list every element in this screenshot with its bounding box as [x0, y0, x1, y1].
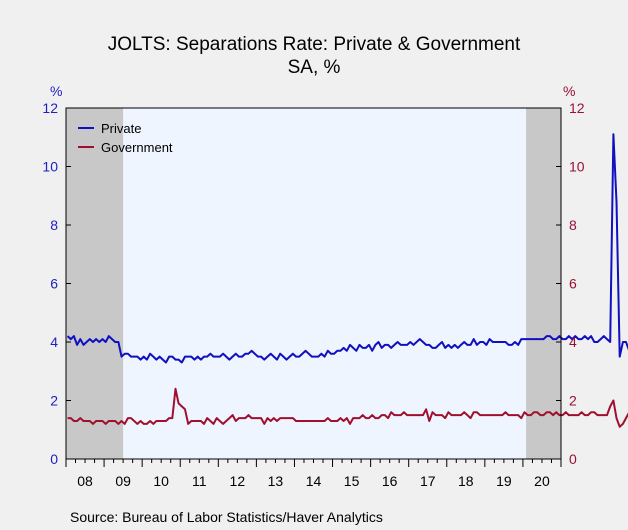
legend: Private Government — [78, 121, 173, 155]
right-y-tick-label: 12 — [569, 100, 585, 116]
recession-band-0 — [66, 108, 124, 459]
left-y-tick-label: 8 — [50, 217, 58, 233]
x-tick-label: 10 — [153, 473, 169, 489]
x-tick-label: 11 — [192, 473, 207, 489]
x-tick-label: 16 — [382, 473, 398, 489]
recession-band-1 — [526, 108, 561, 459]
x-tick-label: 12 — [230, 473, 246, 489]
left-y-tick-label: 12 — [42, 100, 58, 116]
right-y-tick-label: 4 — [569, 334, 577, 350]
x-tick-label: 14 — [306, 473, 322, 489]
left-y-axis: 0 2 4 6 8 10 12 — [42, 100, 71, 467]
series-line-private — [66, 133, 628, 364]
x-tick-label: 08 — [77, 473, 93, 489]
right-y-tick-label: 8 — [569, 217, 577, 233]
series-group — [66, 133, 628, 428]
right-axis-unit-label: % — [563, 83, 575, 99]
plot-area — [66, 108, 561, 459]
right-y-tick-label: 10 — [569, 159, 585, 175]
x-tick-label: 09 — [115, 473, 131, 489]
source-note: Source: Bureau of Labor Statistics/Haver… — [70, 509, 383, 525]
series-line-government — [67, 387, 628, 428]
x-axis: 08 09 10 11 12 13 14 15 16 17 18 19 20 — [65, 459, 562, 489]
x-tick-label: 20 — [534, 473, 550, 489]
left-y-tick-label: 2 — [50, 393, 58, 409]
right-y-axis: 0 2 4 6 8 10 12 — [556, 100, 585, 467]
legend-label-private: Private — [101, 121, 141, 136]
left-axis-unit-label: % — [50, 83, 62, 99]
right-y-tick-label: 6 — [569, 276, 577, 292]
right-y-tick-label: 2 — [569, 393, 577, 409]
x-tick-label: 15 — [344, 473, 360, 489]
x-tick-label: 13 — [268, 473, 284, 489]
left-y-tick-label: 0 — [50, 451, 58, 467]
left-y-tick-label: 10 — [42, 159, 58, 175]
chart-title: JOLTS: Separations Rate: Private & Gover… — [108, 34, 521, 55]
x-tick-label: 19 — [496, 473, 512, 489]
x-tick-label: 18 — [458, 473, 474, 489]
legend-label-government: Government — [101, 140, 173, 155]
x-tick-label: 17 — [420, 473, 436, 489]
left-y-tick-label: 6 — [50, 276, 58, 292]
recession-shading-group — [66, 108, 561, 459]
chart-subtitle: SA, % — [288, 57, 341, 78]
left-y-tick-label: 4 — [50, 334, 58, 350]
right-y-tick-label: 0 — [569, 451, 577, 467]
